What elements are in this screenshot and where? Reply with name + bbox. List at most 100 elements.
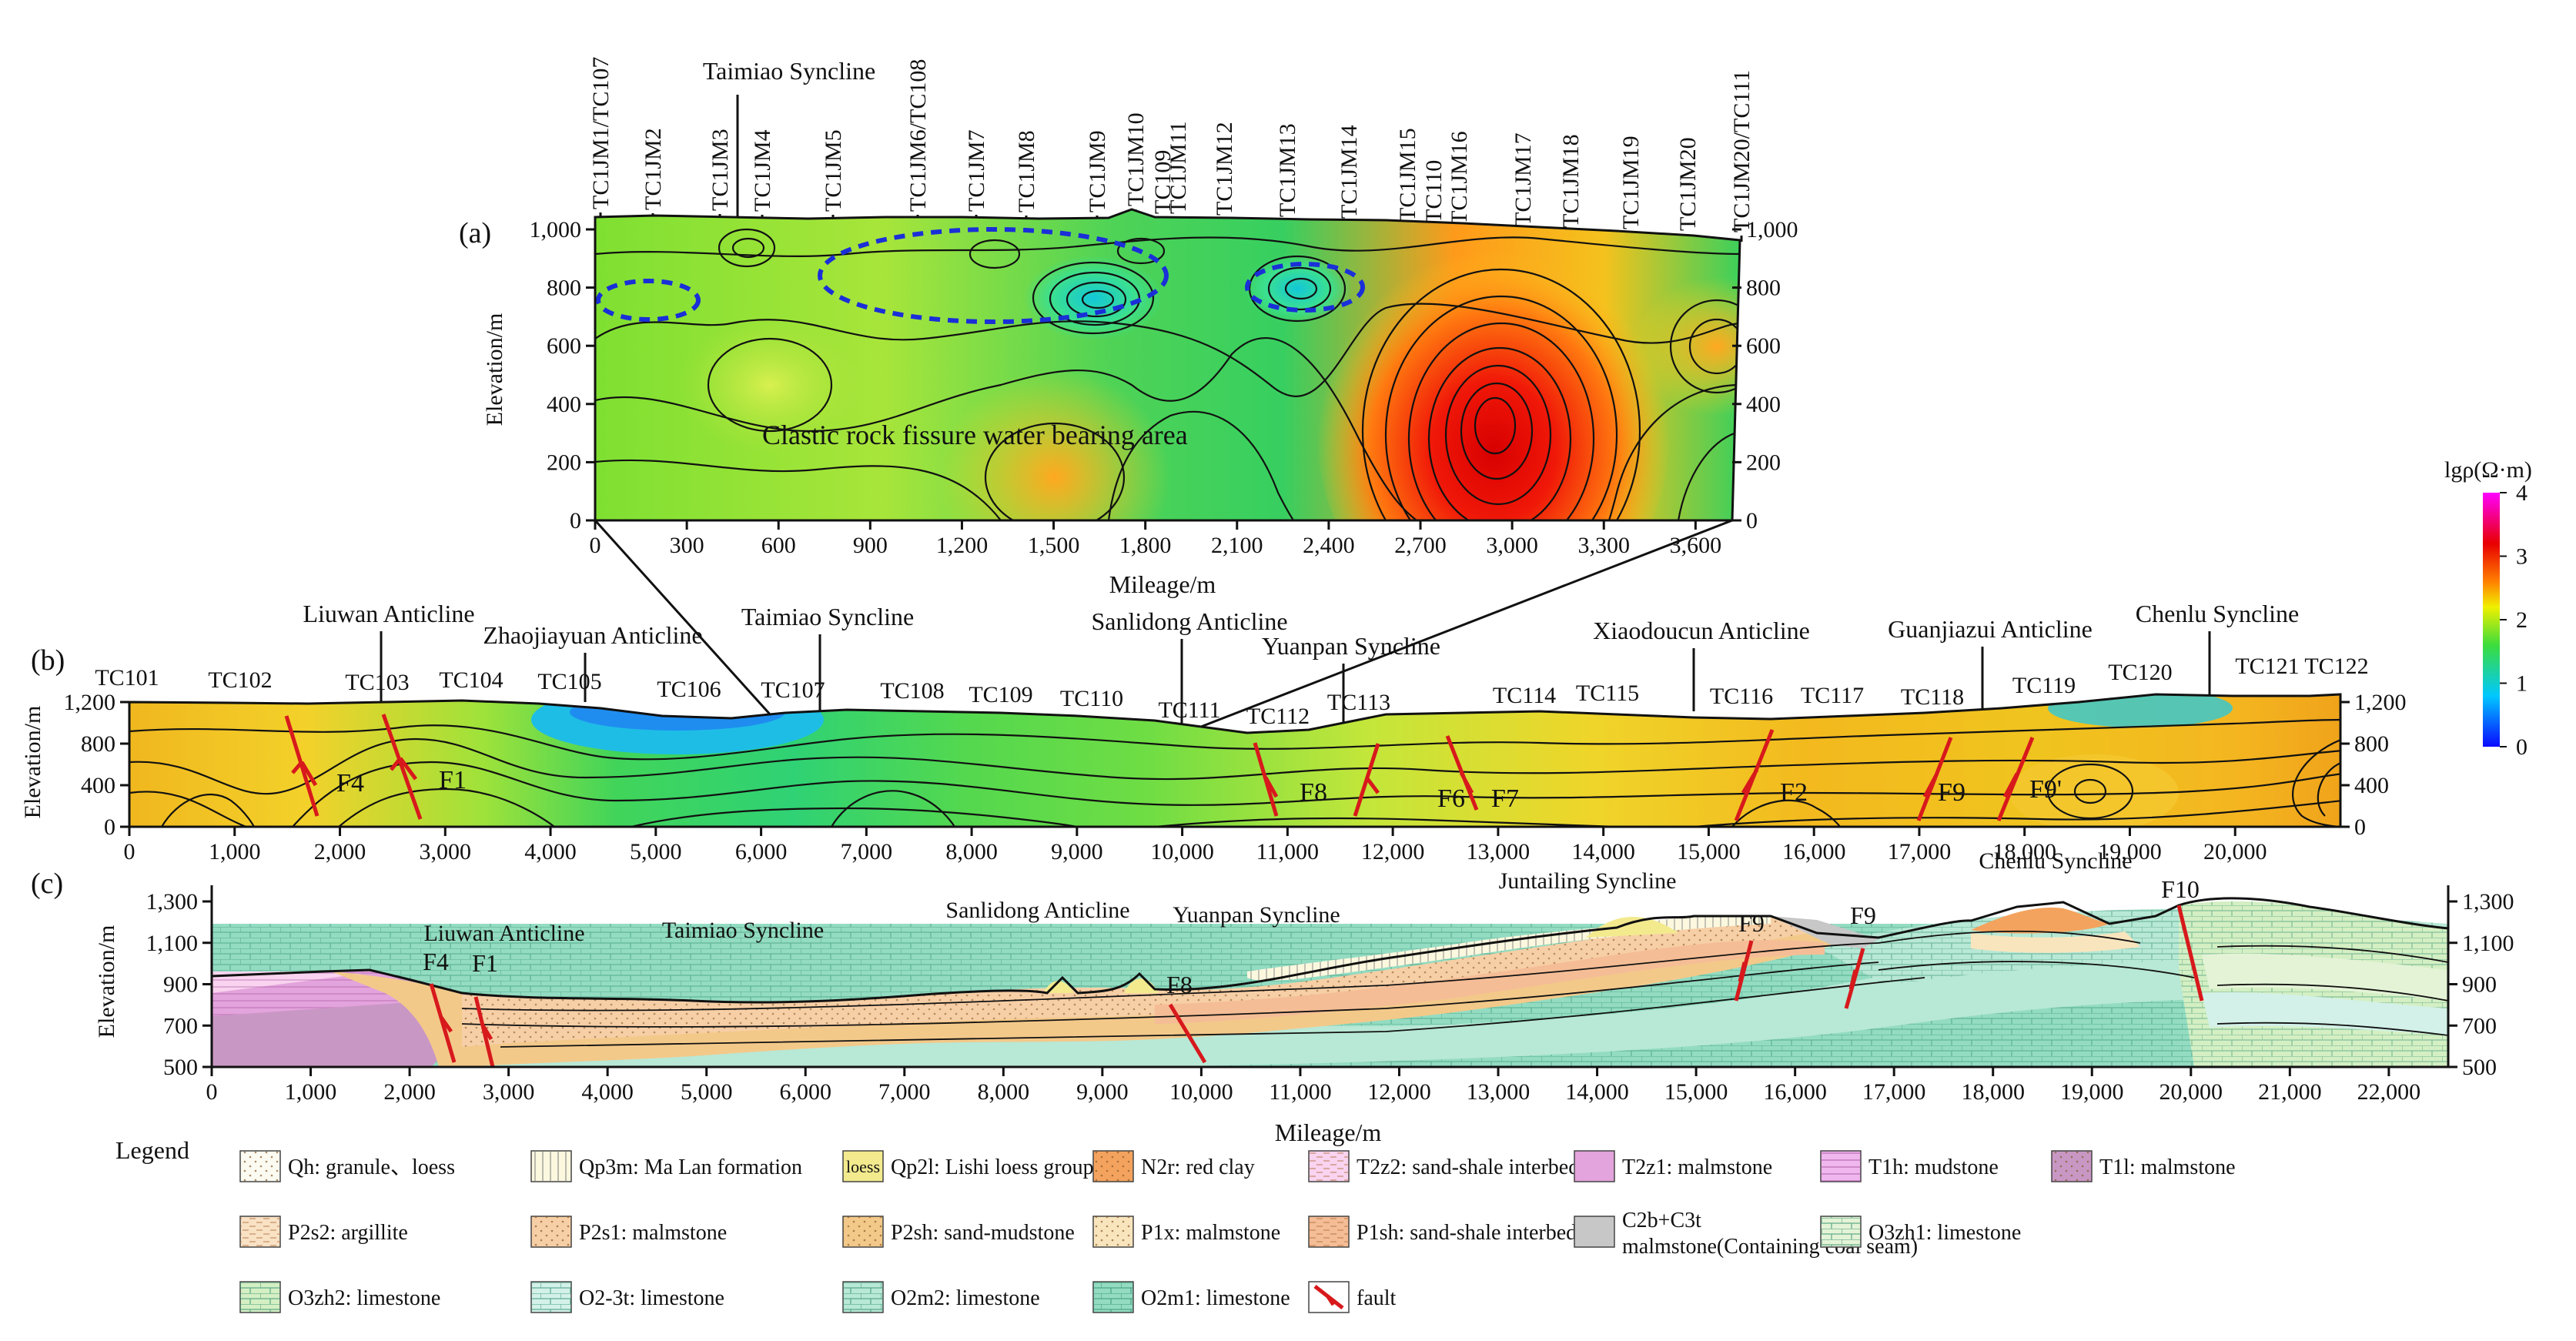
structure-label: Liuwan Anticline	[423, 921, 584, 946]
x-tick-label: 600	[761, 533, 796, 558]
fault-label: F7	[1491, 784, 1519, 813]
legend-swatch-pattern	[2052, 1151, 2092, 1182]
legend-item: C2b+C3t malmstone(Containing coal seam)	[1574, 1209, 1918, 1259]
x-tick-label: 3,000	[1486, 533, 1538, 558]
fault-label: F4	[423, 948, 449, 975]
legend-item: T1l: malmstone	[2051, 1150, 2236, 1182]
x-tick-label: 15,000	[1677, 839, 1741, 864]
zoom-connector-left	[594, 519, 773, 717]
legend-swatch-pattern	[1309, 1151, 1349, 1182]
y-tick-label-left: 400	[547, 392, 581, 417]
y-tick-label-left: 200	[547, 450, 581, 475]
panel-b-label: (b)	[31, 644, 65, 677]
fault-label: F8	[1166, 971, 1193, 998]
station-label: TC122	[2304, 654, 2368, 679]
x-tick-label: 0	[124, 839, 135, 864]
legend-swatch-pattern	[1821, 1216, 1861, 1247]
legend-items: Qh: granule、loess Qp3m: Ma Lan formation l…	[239, 1150, 2236, 1313]
legend: Legend Qh: granule、loess Qp3m: Ma Lan for…	[115, 1136, 2236, 1313]
legend-label: O2m2: limestone	[891, 1286, 1040, 1310]
x-tick-label: 1,200	[936, 533, 989, 558]
station-label: TC110	[1421, 160, 1447, 223]
station-label: TC121	[2235, 654, 2299, 679]
x-tick-label: 1,500	[1028, 533, 1080, 558]
legend-swatch-pattern	[1309, 1216, 1349, 1247]
legend-swatch-pattern	[531, 1216, 571, 1247]
x-tick-label: 1,000	[285, 1079, 337, 1105]
x-tick-label: 3,300	[1577, 533, 1630, 558]
y-tick-label-right: 600	[1746, 333, 1781, 359]
y-tick-label-right: 400	[2354, 773, 2389, 798]
x-tick-label: 22,000	[2357, 1079, 2421, 1105]
y-tick-label-left: 800	[81, 731, 115, 757]
y-tick-label-left: 500	[163, 1055, 198, 1080]
legend-label: P1x: malmstone	[1141, 1221, 1280, 1245]
station-label: TC116	[1710, 684, 1773, 709]
y-tick-label-right: 200	[1746, 450, 1781, 475]
legend-item: T2z1: malmstone	[1574, 1150, 1772, 1182]
legend-label: O2m1: limestone	[1141, 1286, 1290, 1310]
y-tick-label-right: 1,300	[2462, 889, 2514, 915]
station-label: TC1JM6/TC108	[905, 59, 931, 212]
legend-swatch-pattern	[1093, 1282, 1133, 1313]
fault-label: F2	[1780, 778, 1808, 807]
panel-c-label: (c)	[31, 868, 63, 900]
x-tick-label: 3,600	[1670, 533, 1722, 558]
panel-c-xlabel: Mileage/m	[1275, 1119, 1382, 1146]
station-label: TC114	[1493, 683, 1556, 708]
legend-swatch-pattern	[240, 1282, 280, 1313]
legend-label: O3zh1: limestone	[1868, 1221, 2021, 1245]
y-tick-label-left: 0	[104, 814, 115, 840]
x-tick-label: 3,000	[420, 839, 472, 864]
structure-label: Juntailing Syncline	[1499, 868, 1677, 894]
legend-label: T1h: mudstone	[1868, 1155, 1999, 1179]
x-tick-label: 17,000	[1862, 1079, 1926, 1105]
x-tick-label: 14,000	[1565, 1079, 1629, 1105]
station-label: TC1JM20/TC111	[1729, 70, 1755, 232]
panel-c-fault-labels: F4 F1 F8 F9 F9 F10	[423, 875, 2200, 998]
panel-c-faults	[429, 905, 2204, 1068]
panel-c-frame	[210, 885, 2450, 1068]
y-tick-label-right: 900	[2462, 972, 2497, 998]
fault-label: F4	[336, 769, 364, 798]
x-tick-label: 2,700	[1394, 533, 1447, 558]
legend-swatch	[1574, 1216, 1615, 1248]
x-tick-label: 1,800	[1119, 533, 1172, 558]
legend-item: P2sh: sand-mudstone	[842, 1216, 1075, 1248]
structure-label: Sanlidong Anticline	[945, 898, 1129, 923]
legend-swatch-mark: loess	[846, 1157, 880, 1176]
y-tick-label-right: 0	[1746, 508, 1758, 533]
structure-label: Chenlu Syncline	[1979, 848, 2132, 874]
legend-item: P1x: malmstone	[1092, 1216, 1280, 1248]
y-tick-label-right: 0	[2354, 814, 2366, 840]
fault-label: F10	[2161, 875, 2200, 903]
station-label: TC109	[969, 682, 1032, 707]
panel-c: (c)	[31, 848, 2514, 1146]
legend-swatch-pattern	[1093, 1216, 1133, 1247]
y-tick-label-left: 900	[163, 972, 198, 998]
station-label: TC1JM13	[1275, 123, 1300, 217]
panel-a-xlabel: Mileage/m	[1109, 570, 1216, 598]
y-tick-label-right: 800	[1746, 276, 1781, 301]
fault-label: F6	[1437, 784, 1465, 813]
x-tick-label: 4,000	[581, 1079, 634, 1105]
y-tick-label-left: 1,100	[146, 931, 199, 956]
x-tick-label: 16,000	[1782, 839, 1846, 864]
legend-label: T2z2: sand-shale interbed	[1357, 1155, 1579, 1179]
panel-a-x-axis: 0 300 600 900 1,200 1,500 1,800 2,100 2,400 2,700…	[590, 520, 1722, 558]
colorbar-tick-label: 0	[2516, 734, 2527, 760]
panel-a-label: (a)	[459, 217, 491, 249]
station-label: TC107	[761, 677, 825, 703]
panel-a-resistivity-map	[595, 209, 1740, 520]
legend-swatch-pattern	[1821, 1151, 1861, 1182]
station-label: TC108	[880, 678, 944, 704]
colorbar-title: lgρ(Ω·m)	[2444, 457, 2532, 483]
x-tick-label: 8,000	[978, 1079, 1030, 1105]
x-tick-label: 5,000	[681, 1079, 733, 1105]
panel-b-fault-labels: F4 F1 F8 F6 F7 F2 F9 F9'	[336, 766, 2062, 813]
legend-swatch-pattern	[240, 1216, 280, 1247]
legend-item: O3zh1: limestone	[1820, 1216, 2021, 1248]
legend-swatch-pattern	[1093, 1151, 1133, 1182]
y-tick-label-right: 1,100	[2462, 931, 2514, 956]
station-label: TC113	[1327, 690, 1390, 715]
